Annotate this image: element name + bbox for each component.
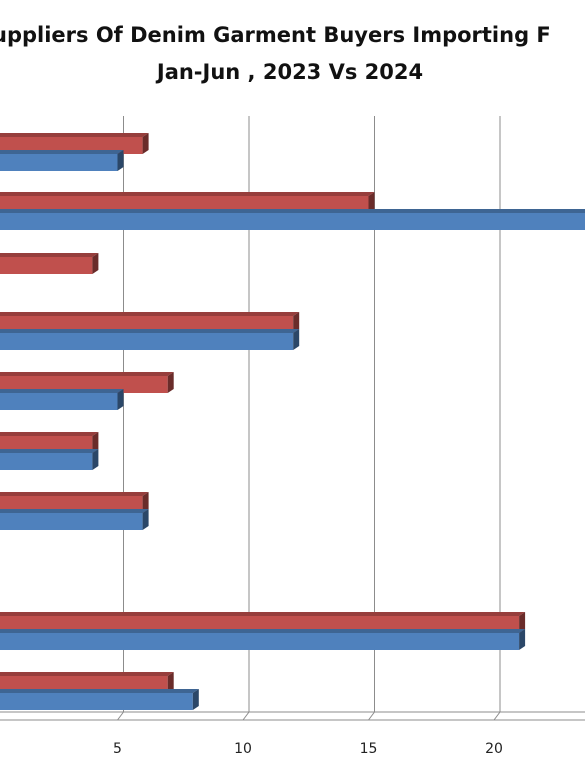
bar-front-face xyxy=(0,154,118,171)
bar-series2-7 xyxy=(0,509,149,530)
bar-series1-6 xyxy=(0,432,99,453)
chart-title-line-2: Jan-Jun , 2023 Vs 2024 xyxy=(156,60,424,84)
bar-front-face xyxy=(0,376,168,393)
bar-side-face xyxy=(92,253,99,274)
chart-title-line-1: uppliers Of Denim Garment Buyers Importi… xyxy=(0,23,551,47)
bars xyxy=(0,133,585,710)
x-tick-label: 15 xyxy=(360,741,378,757)
bar-series2-6 xyxy=(0,449,99,470)
bar-top-face xyxy=(0,133,149,137)
bar-side-face xyxy=(167,672,174,693)
bar-front-face xyxy=(0,436,93,453)
bar-top-face xyxy=(0,509,149,513)
bar-top-face xyxy=(0,372,174,376)
bar-top-face xyxy=(0,150,124,154)
bar-top-face xyxy=(0,689,199,693)
bar-top-face xyxy=(0,629,526,633)
bar-front-face xyxy=(0,316,294,333)
bar-series1-10 xyxy=(0,672,174,693)
bar-side-face xyxy=(142,492,149,513)
bar-top-face xyxy=(0,672,174,676)
x-tick-label: 20 xyxy=(485,741,503,757)
bar-front-face xyxy=(0,393,118,410)
bar-side-face xyxy=(167,372,174,393)
bar-front-face xyxy=(0,257,93,274)
bar-side-face xyxy=(142,509,149,530)
bar-front-face xyxy=(0,213,585,230)
bar-side-face xyxy=(117,150,124,171)
bar-series2-5 xyxy=(0,389,124,410)
bar-side-face xyxy=(117,389,124,410)
floor-gridline xyxy=(117,711,124,721)
bar-front-face xyxy=(0,633,520,650)
bar-top-face xyxy=(0,329,300,333)
bar-series1-7 xyxy=(0,492,149,513)
bar-series2-10 xyxy=(0,689,199,710)
bar-front-face xyxy=(0,693,193,710)
x-tick-label: 10 xyxy=(234,741,252,757)
bar-front-face xyxy=(0,137,143,154)
bar-front-face xyxy=(0,453,93,470)
x-axis: 510152025 xyxy=(113,741,503,757)
bar-side-face xyxy=(519,612,526,633)
bar-top-face xyxy=(0,253,99,257)
bar-series1-5 xyxy=(0,372,174,393)
bar-series2-1 xyxy=(0,150,124,171)
bar-top-face xyxy=(0,492,149,496)
bar-series1-4 xyxy=(0,312,300,333)
bar-top-face xyxy=(0,612,526,616)
bar-side-face xyxy=(293,329,300,350)
bar-front-face xyxy=(0,513,143,530)
bar-front-face xyxy=(0,676,168,693)
bar-side-face xyxy=(368,192,375,213)
bar-front-face xyxy=(0,196,369,213)
bar-side-face xyxy=(142,133,149,154)
bar-front-face xyxy=(0,616,520,633)
bar-top-face xyxy=(0,192,375,196)
bar-side-face xyxy=(192,689,199,710)
bar-series1-3 xyxy=(0,253,99,274)
bar-side-face xyxy=(519,629,526,650)
bar-side-face xyxy=(293,312,300,333)
bar-series2-9 xyxy=(0,629,526,650)
bar-top-face xyxy=(0,449,99,453)
bar-series2-2 xyxy=(0,209,585,230)
bar-top-face xyxy=(0,209,585,213)
bar-top-face xyxy=(0,312,300,316)
bar-side-face xyxy=(92,432,99,453)
bar-series1-1 xyxy=(0,133,149,154)
bar-front-face xyxy=(0,496,143,513)
floor-gridline xyxy=(368,711,375,721)
floor-gridline xyxy=(242,711,250,721)
x-tick-label: 5 xyxy=(113,741,122,757)
floor-gridline xyxy=(493,711,501,721)
bar-series2-4 xyxy=(0,329,300,350)
bar-top-face xyxy=(0,389,124,393)
bar-front-face xyxy=(0,333,294,350)
bar-top-face xyxy=(0,432,99,436)
bar-series1-9 xyxy=(0,612,526,633)
bar-series1-2 xyxy=(0,192,375,213)
bar-side-face xyxy=(92,449,99,470)
